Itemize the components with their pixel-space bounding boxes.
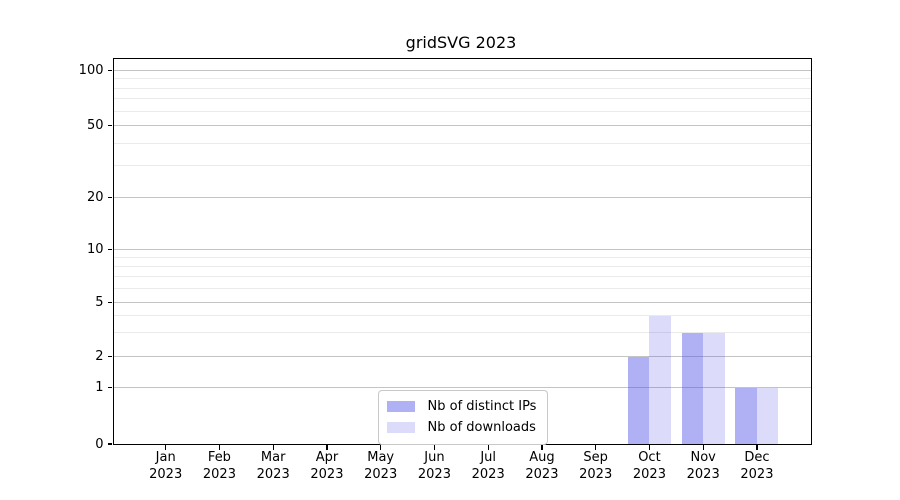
gridline-minor — [113, 165, 811, 167]
plot-area: 0 1 2 5 10 20 50 100 Jan 2023 Feb 2023 Mar 2023 Apr… — [79, 57, 812, 482]
x-tick — [272, 444, 274, 450]
gridline-minor — [113, 110, 811, 112]
x-tick-label: Oct 2023 — [632, 450, 666, 482]
legend-label-downloads: Nb of downloads — [427, 420, 536, 435]
gridline-major — [113, 302, 811, 303]
x-tick — [165, 444, 167, 450]
gridline-minor — [113, 332, 811, 334]
gridline-minor — [113, 276, 811, 278]
x-tick — [648, 444, 651, 450]
gridline-major — [113, 197, 811, 198]
legend-label-distinct-ips: Nb of distinct IPs — [427, 399, 537, 414]
x-tick-label: Feb 2023 — [202, 450, 236, 482]
x-tick-label: Sep 2023 — [579, 450, 613, 482]
gridline-minor — [113, 78, 811, 80]
chart-title: gridSVG 2023 — [405, 33, 517, 52]
x-tick — [702, 444, 704, 450]
gridline-minor — [113, 315, 811, 317]
gridline-minor — [113, 288, 811, 290]
y-tick — [107, 355, 112, 358]
x-tick — [756, 444, 758, 450]
bar-downloads-dec — [756, 387, 779, 444]
y-tick-label: 10 — [86, 242, 104, 257]
bar-downloads-nov — [703, 332, 725, 444]
x-tick-label: Jun 2023 — [417, 450, 451, 482]
bar-downloads-oct — [649, 315, 671, 444]
x-tick-label: Jan 2023 — [149, 450, 183, 482]
legend-swatch-distinct-ips — [386, 401, 415, 412]
bar-distinct-ips-oct — [627, 356, 650, 444]
x-tick-label: Jul 2023 — [471, 450, 505, 482]
y-tick-label: 100 — [78, 63, 104, 78]
x-tick — [487, 444, 489, 450]
legend-item-distinct-ips: Nb of distinct IPs — [386, 396, 537, 417]
x-tick — [326, 444, 328, 450]
gridline-major — [113, 356, 811, 357]
y-tick-label: 2 — [95, 349, 104, 364]
x-tick — [218, 444, 221, 450]
y-tick-label: 0 — [95, 436, 104, 452]
gridline-minor — [113, 142, 811, 144]
x-tick-label: Mar 2023 — [256, 450, 290, 482]
gridline-minor — [113, 257, 811, 259]
gridline-minor — [113, 87, 811, 89]
y-tick — [107, 124, 112, 127]
legend: Nb of distinct IPs Nb of downloads — [377, 390, 549, 445]
legend-item-downloads: Nb of downloads — [386, 417, 537, 438]
x-tick-label: Aug 2023 — [525, 450, 559, 482]
x-tick-label: Apr 2023 — [310, 450, 344, 482]
gridline-minor — [113, 98, 811, 100]
x-tick — [541, 444, 543, 450]
bar-distinct-ips-nov — [681, 332, 704, 444]
gridline-major — [113, 387, 811, 388]
y-tick-label: 20 — [86, 190, 104, 205]
gridline-minor — [113, 266, 811, 268]
y-tick — [107, 69, 112, 72]
gridline-major — [113, 249, 811, 250]
y-tick — [107, 443, 112, 445]
legend-swatch-downloads — [386, 422, 415, 433]
y-tick-label: 50 — [86, 118, 104, 133]
x-tick — [433, 444, 436, 450]
y-tick — [107, 248, 112, 251]
x-tick — [595, 444, 597, 450]
bar-distinct-ips-dec — [735, 387, 757, 444]
y-tick-label: 5 — [95, 295, 104, 310]
x-tick-label: Nov 2023 — [686, 450, 720, 482]
gridline-major — [113, 70, 811, 71]
y-tick-label: 1 — [95, 380, 104, 395]
y-tick — [107, 196, 112, 199]
y-tick — [107, 386, 112, 389]
x-tick — [380, 444, 382, 450]
y-tick — [107, 301, 112, 304]
gridline-major — [113, 125, 811, 126]
x-tick-label: May 2023 — [364, 450, 398, 482]
x-tick-label: Dec 2023 — [740, 450, 774, 482]
